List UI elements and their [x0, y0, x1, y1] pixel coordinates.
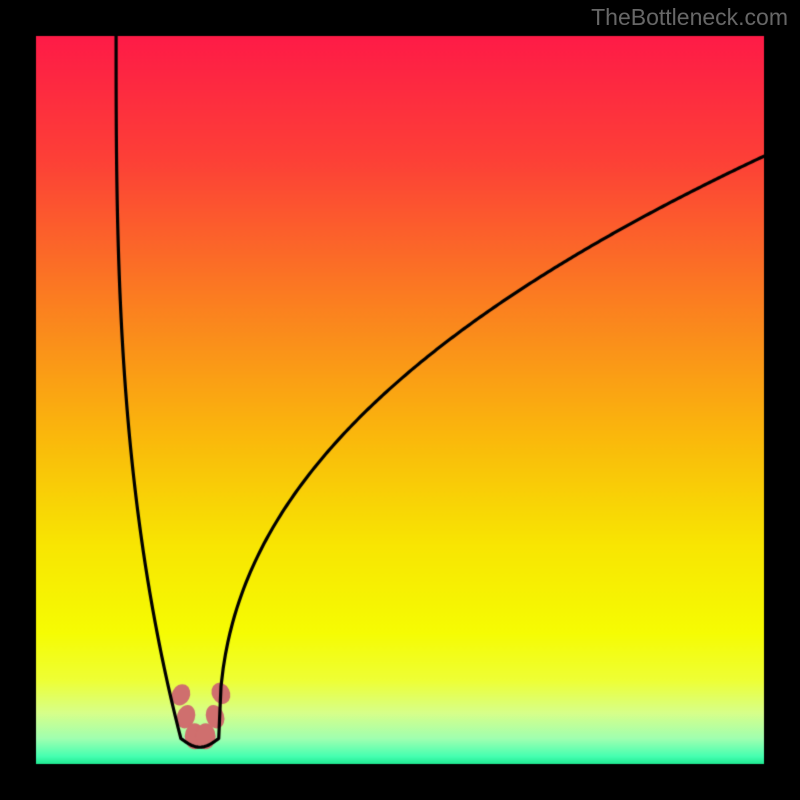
bottleneck-chart-canvas [0, 0, 800, 800]
watermark-text: TheBottleneck.com [591, 4, 788, 31]
figure-root: TheBottleneck.com [0, 0, 800, 800]
